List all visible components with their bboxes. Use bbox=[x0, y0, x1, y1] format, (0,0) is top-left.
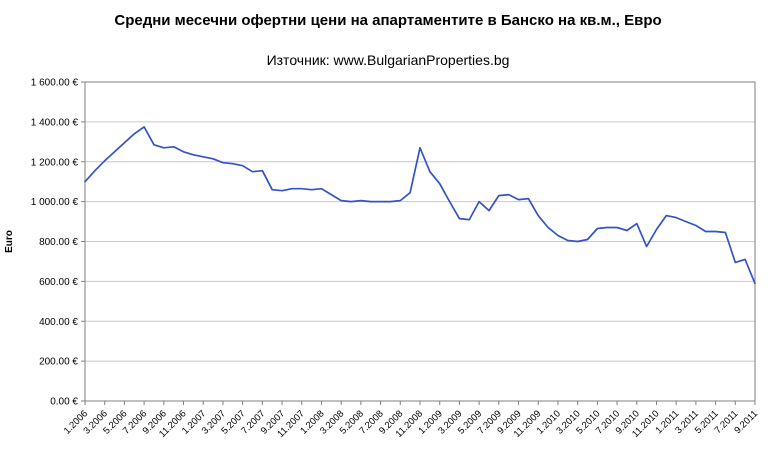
chart-title: Средни месечни офертни цени на апартамен… bbox=[114, 12, 662, 29]
line-chart: 0.00 € 200.00 € 400.00 € 600.00 € 800.00 € 1 … bbox=[4, 78, 760, 440]
chart-area: 0.00 € 200.00 € 400.00 € 600.00 € 800.00 € 1 … bbox=[0, 70, 776, 462]
svg-text:0.00 €: 0.00 € bbox=[50, 397, 78, 408]
svg-text:1 600.00 €: 1 600.00 € bbox=[31, 78, 79, 89]
svg-text:600.00 €: 600.00 € bbox=[39, 277, 78, 288]
chart-source: Източник: www.BulgarianProperties.bg bbox=[266, 52, 510, 68]
svg-text:400.00 €: 400.00 € bbox=[39, 317, 78, 328]
svg-text:1 400.00 €: 1 400.00 € bbox=[31, 117, 79, 128]
svg-text:1 200.00 €: 1 200.00 € bbox=[31, 157, 79, 168]
svg-text:Euro: Euro bbox=[4, 230, 15, 253]
svg-text:200.00 €: 200.00 € bbox=[39, 357, 78, 368]
svg-text:800.00 €: 800.00 € bbox=[39, 237, 78, 248]
svg-text:1 000.00 €: 1 000.00 € bbox=[31, 197, 79, 208]
